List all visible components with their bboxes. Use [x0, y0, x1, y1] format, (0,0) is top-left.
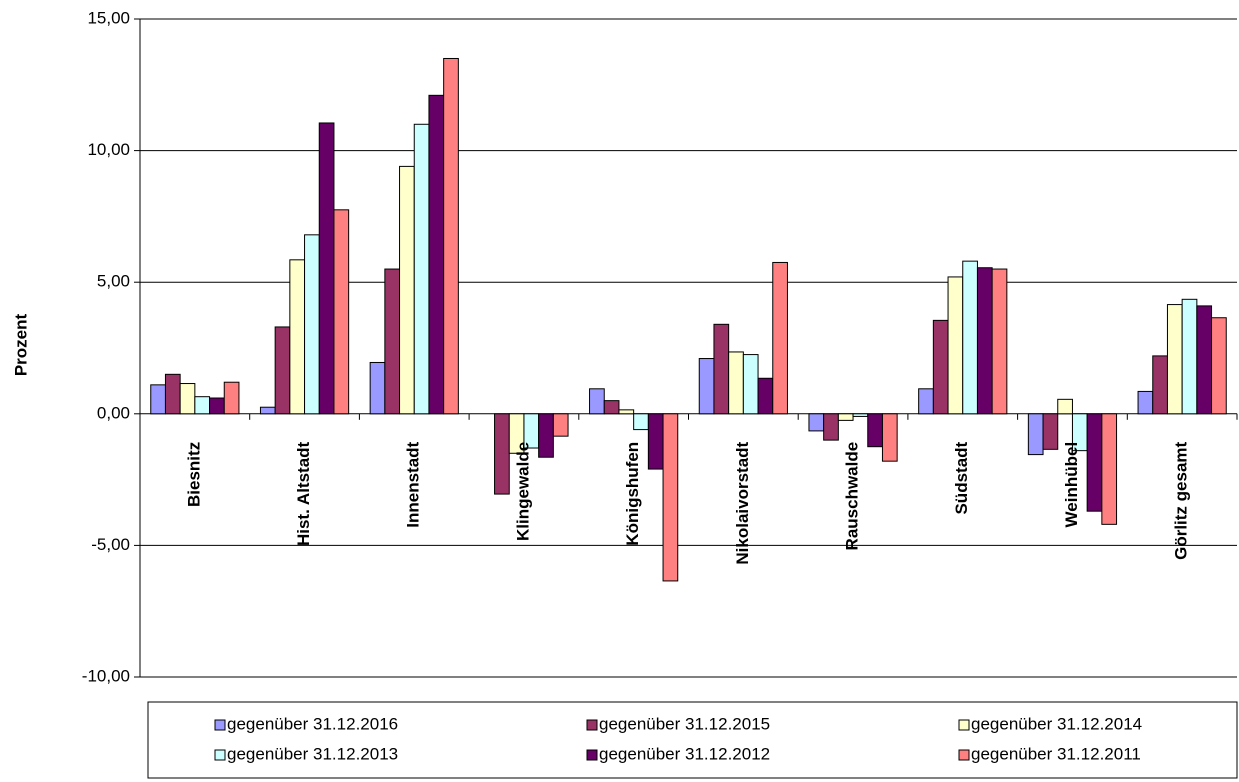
bar — [662, 413, 679, 582]
x-tick-label: Südstadt — [952, 441, 971, 514]
bar — [918, 388, 934, 415]
bar — [1027, 413, 1044, 456]
bar — [852, 413, 869, 417]
bar — [757, 377, 774, 415]
legend-swatch — [958, 719, 970, 731]
y-tick-label: 10,00 — [87, 140, 130, 159]
x-tick-label: Königshufen — [623, 442, 642, 546]
bar — [1211, 317, 1227, 415]
bar — [991, 268, 1008, 415]
y-tick-label: 5,00 — [97, 272, 130, 291]
bar — [728, 351, 744, 415]
bar — [618, 409, 635, 415]
bar — [867, 413, 883, 448]
bar — [1181, 298, 1198, 415]
legend-swatch — [586, 749, 598, 761]
y-tick-label: 15,00 — [87, 8, 130, 27]
bar — [164, 373, 181, 415]
bar — [1137, 390, 1154, 415]
bar — [647, 413, 664, 470]
y-tick-label: -10,00 — [82, 666, 130, 685]
bar — [1042, 413, 1059, 450]
bar — [772, 261, 788, 415]
bar — [1152, 355, 1168, 415]
bar — [976, 267, 993, 415]
legend-label: gegenüber 31.12.2014 — [971, 714, 1142, 733]
bar — [443, 57, 459, 415]
bar — [589, 388, 605, 415]
bar — [194, 396, 211, 415]
bar — [932, 319, 949, 415]
bar — [1101, 413, 1118, 525]
legend-swatch — [586, 719, 598, 731]
bar — [333, 209, 350, 415]
bar — [209, 397, 225, 415]
bar — [1086, 413, 1103, 512]
x-tick-label: Hist. Altstadt — [294, 441, 313, 546]
bar — [603, 400, 620, 415]
bar — [289, 259, 306, 415]
bar — [318, 122, 335, 415]
legend-swatch — [214, 749, 226, 761]
bar — [552, 413, 569, 437]
y-axis-title: Prozent — [11, 313, 30, 376]
legend-swatch — [214, 719, 226, 731]
bar — [384, 268, 401, 415]
bar — [698, 358, 715, 415]
bar — [633, 413, 649, 431]
bar — [713, 323, 730, 415]
x-tick-label: Innenstadt — [404, 441, 423, 527]
x-tick-label: Nikolaivorstadt — [733, 441, 752, 564]
bar — [742, 354, 759, 415]
bar — [808, 413, 825, 432]
bar — [1196, 305, 1213, 415]
bar — [1166, 304, 1183, 415]
bar — [823, 413, 839, 441]
bar — [962, 260, 978, 415]
bar — [223, 381, 240, 415]
x-tick-label: Görlitz gesamt — [1172, 441, 1191, 559]
bar — [881, 413, 898, 462]
bar — [150, 384, 166, 415]
y-tick-label: -5,00 — [91, 535, 130, 554]
x-tick-label: Weinhübel — [1062, 442, 1081, 528]
bar — [837, 413, 854, 421]
legend-swatch — [958, 749, 970, 761]
legend-label: gegenüber 31.12.2011 — [971, 744, 1141, 763]
bar — [399, 165, 415, 415]
bar — [494, 413, 510, 495]
y-tick-label: 0,00 — [97, 403, 130, 422]
legend-label: gegenüber 31.12.2013 — [227, 744, 398, 763]
legend-label: gegenüber 31.12.2015 — [599, 714, 770, 733]
bar — [274, 326, 291, 415]
bar — [947, 276, 964, 415]
x-tick-label: Biesnitz — [184, 442, 203, 507]
bar — [259, 406, 276, 415]
x-tick-label: Klingewalde — [513, 442, 532, 541]
legend-label: gegenüber 31.12.2012 — [599, 744, 770, 763]
bar — [413, 123, 430, 415]
bar — [428, 94, 445, 415]
bar — [369, 361, 386, 415]
bar — [538, 413, 554, 458]
x-tick-label: Rauschwalde — [843, 442, 862, 551]
bar — [179, 383, 196, 415]
legend-label: gegenüber 31.12.2016 — [227, 714, 398, 733]
bar — [304, 234, 320, 415]
bar — [1057, 398, 1073, 415]
legend — [147, 701, 1238, 779]
